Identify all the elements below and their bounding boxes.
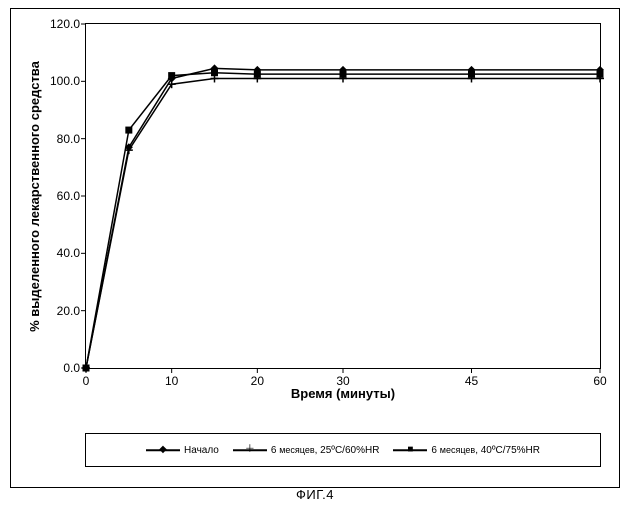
- legend-item-start: ◆ Начало: [146, 443, 219, 457]
- diamond-icon: ◆: [159, 445, 167, 455]
- legend: ◆ Начало ＋ 6 месяцев, 25ºC/60%HR ■ 6 месяцев,…: [85, 433, 601, 467]
- legend-swatch: ■: [393, 443, 427, 457]
- y-tick: 100.0: [46, 74, 86, 88]
- y-tick: 80.0: [46, 132, 86, 146]
- x-tick: 0: [83, 368, 90, 388]
- legend-swatch: ＋: [233, 443, 267, 457]
- y-tick: 20.0: [46, 304, 86, 318]
- series-marker-m6_40_75: [340, 71, 347, 78]
- legend-item-m6_25_60: ＋ 6 месяцев, 25ºC/60%HR: [233, 443, 380, 457]
- series-marker-m6_40_75: [125, 127, 132, 134]
- x-tick: 60: [593, 368, 606, 388]
- y-tick: 40.0: [46, 246, 86, 260]
- series-line-m6_25_60: [86, 78, 600, 368]
- series-marker-m6_40_75: [168, 72, 175, 79]
- x-tick: 45: [465, 368, 478, 388]
- legend-label: Начало: [184, 445, 219, 456]
- series-line-start: [86, 68, 600, 368]
- legend-label: 6 месяцев, 40ºC/75%HR: [431, 445, 540, 456]
- x-tick: 10: [165, 368, 178, 388]
- series-marker-m6_40_75: [468, 71, 475, 78]
- plot-wrap: 0.020.040.060.080.0100.0120.001020304560: [85, 23, 601, 369]
- plot-svg: [86, 24, 600, 368]
- series-line-m6_40_75: [86, 73, 600, 368]
- y-tick: 60.0: [46, 189, 86, 203]
- x-tick: 20: [251, 368, 264, 388]
- y-axis-label-text: % выделенного лекарственного средства: [27, 61, 42, 332]
- series-marker-m6_40_75: [597, 71, 604, 78]
- legend-label: 6 месяцев, 25ºC/60%HR: [271, 445, 380, 456]
- square-icon: ■: [407, 445, 413, 455]
- x-tick: 30: [336, 368, 349, 388]
- legend-item-m6_40_75: ■ 6 месяцев, 40ºC/75%HR: [393, 443, 540, 457]
- chart-frame: % выделенного лекарственного средства 0.…: [10, 8, 620, 488]
- legend-swatch: ◆: [146, 443, 180, 457]
- series-marker-m6_40_75: [211, 69, 218, 76]
- series-marker-m6_25_60: [168, 80, 176, 88]
- series-marker-m6_40_75: [254, 71, 261, 78]
- x-axis-label: Время (минуты): [85, 386, 601, 401]
- y-tick: 120.0: [46, 17, 86, 31]
- plus-icon: ＋: [245, 445, 255, 455]
- plot-area: 0.020.040.060.080.0100.0120.001020304560: [85, 23, 601, 369]
- x-axis-label-text: Время (минуты): [291, 386, 395, 401]
- y-tick: 0.0: [46, 361, 86, 375]
